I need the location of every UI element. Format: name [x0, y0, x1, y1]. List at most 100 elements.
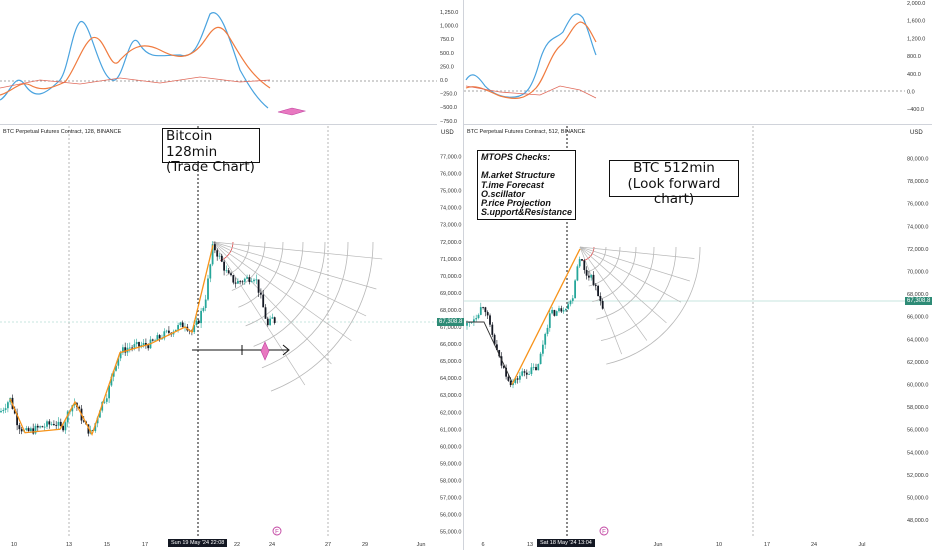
right-candle-body	[553, 309, 556, 316]
left-candle-body	[197, 320, 200, 324]
left-osc-tick-label: −750.0	[440, 119, 457, 125]
right-y-tick-label: 80,000.0	[907, 157, 928, 163]
left-x-tick-label: 15	[104, 542, 110, 548]
left-fib-arc	[245, 241, 304, 327]
right-candle-body	[578, 259, 581, 267]
left-y-tick-label: 68,000.0	[440, 308, 461, 314]
left-y-tick-label: 59,000.0	[440, 461, 461, 467]
left-osc-red-line	[0, 76, 271, 89]
left-x-tick-label: 22	[234, 542, 240, 548]
right-y-tick-label: 62,000.0	[907, 360, 928, 366]
right-candle-body	[489, 315, 491, 325]
left-candle-body	[71, 405, 74, 412]
right-candle-body	[528, 374, 530, 375]
right-osc-tick-label: 1,200.0	[907, 36, 925, 42]
left-candle-body	[27, 428, 30, 432]
left-candle-body	[156, 335, 159, 341]
left-candle-body	[20, 429, 23, 432]
left-fib-arc	[231, 241, 266, 291]
left-candle-body	[119, 352, 122, 359]
mtops-checklist[interactable]: MTOPS Checks: M.arket Structure T.ime For…	[477, 150, 577, 221]
left-candle-body	[7, 402, 9, 409]
left-candle-body	[34, 425, 37, 434]
left-candle-body	[108, 385, 110, 399]
left-osc-arrow-marker	[277, 107, 307, 116]
left-cursor-date: Sun 19 May '24 22:08	[168, 539, 228, 547]
left-candle-body	[18, 425, 21, 430]
left-candle-body	[216, 250, 219, 257]
left-candle-body	[195, 320, 198, 326]
right-fib-ray	[579, 246, 667, 324]
left-candle-body	[110, 376, 113, 386]
right-y-tick-label: 48,000.0	[907, 518, 928, 524]
left-annotation[interactable]: Bitcoin 128min (Trade Chart)	[162, 128, 260, 175]
right-candle-body	[466, 322, 468, 326]
right-candle-body	[555, 311, 558, 316]
right-y-tick-label: 68,000.0	[907, 292, 928, 298]
left-currency-label[interactable]: USD	[441, 130, 454, 136]
right-oscillator: 2,000.0 1,600.0 1,200.0 800.0 400.0 0.0 −400.0	[464, 1, 925, 113]
right-candle-body	[562, 310, 565, 312]
left-candle-body	[204, 299, 207, 309]
left-candle-body	[145, 343, 147, 346]
left-candle-body	[43, 426, 46, 428]
left-candle-body	[241, 281, 244, 283]
right-fib-arc	[600, 246, 677, 342]
left-candle-body	[260, 292, 262, 295]
left-y-tick-label: 65,000.0	[440, 359, 461, 365]
left-y-tick-label: 67,000.0	[440, 325, 461, 331]
right-candle-body	[576, 266, 579, 281]
left-candle-body	[46, 421, 48, 427]
left-candle-body	[147, 345, 150, 349]
left-candles	[0, 241, 276, 437]
left-oscillator: 1,250.0 1,000.0 750.0 500.0 250.0 0.0 −250.0 −5…	[0, 10, 458, 125]
right-candle-body	[491, 324, 494, 335]
checklist-item: M.arket Structure	[481, 170, 556, 181]
left-flag-icon: F	[272, 526, 282, 536]
left-osc-blue-line	[0, 11, 269, 109]
right-candle-body	[486, 312, 489, 316]
right-fib-ray	[579, 246, 690, 282]
right-osc-orange-line	[465, 21, 597, 99]
right-candle-body	[493, 334, 496, 345]
right-candle-body	[482, 307, 484, 308]
left-candle-body	[41, 426, 44, 428]
right-y-tick-label: 54,000.0	[907, 450, 928, 456]
right-candle-body	[484, 307, 487, 313]
left-y-tick-label: 56,000.0	[440, 513, 461, 519]
right-swing-line-dark	[466, 321, 513, 383]
right-candle-body	[525, 372, 528, 375]
left-candle-body	[257, 279, 260, 293]
right-candle-body	[599, 296, 602, 302]
left-y-tick-label: 71,000.0	[440, 257, 461, 263]
right-candle-body	[544, 333, 547, 345]
left-y-tick-label: 63,000.0	[440, 393, 461, 399]
left-x-tick-label: 10	[11, 542, 17, 548]
left-candle-body	[209, 264, 212, 279]
right-osc-red-line	[465, 85, 597, 99]
left-candle-body	[87, 424, 90, 434]
left-candle-body	[30, 428, 32, 432]
right-osc-tick-label: −400.0	[907, 107, 924, 113]
left-projection-arrowhead	[282, 344, 290, 356]
right-currency-label[interactable]: USD	[910, 130, 923, 136]
left-fib-ray	[212, 241, 306, 386]
left-candle-body	[39, 426, 41, 428]
right-annotation[interactable]: BTC 512min (Look forward chart)	[609, 160, 739, 207]
left-x-tick-label: Jun	[417, 542, 426, 548]
left-y-tick-label: 75,000.0	[440, 189, 461, 195]
right-candle-body	[574, 280, 576, 299]
right-chart-header: BTC Perpetual Futures Contract, 512, BIN…	[467, 129, 586, 135]
left-y-tick-label: 61,000.0	[440, 427, 461, 433]
right-x-tick-label: 17	[764, 542, 770, 548]
left-candle-body	[103, 401, 106, 403]
right-candle-body	[551, 309, 553, 314]
left-candle-body	[99, 410, 101, 418]
left-candle-body	[269, 318, 271, 326]
right-y-tick-label: 64,000.0	[907, 337, 928, 343]
left-candle-body	[227, 270, 230, 274]
right-annotation-text: BTC 512min (Look forward chart)	[627, 160, 721, 208]
right-osc-tick-label: 2,000.0	[907, 1, 925, 7]
left-candle-body	[122, 347, 124, 353]
